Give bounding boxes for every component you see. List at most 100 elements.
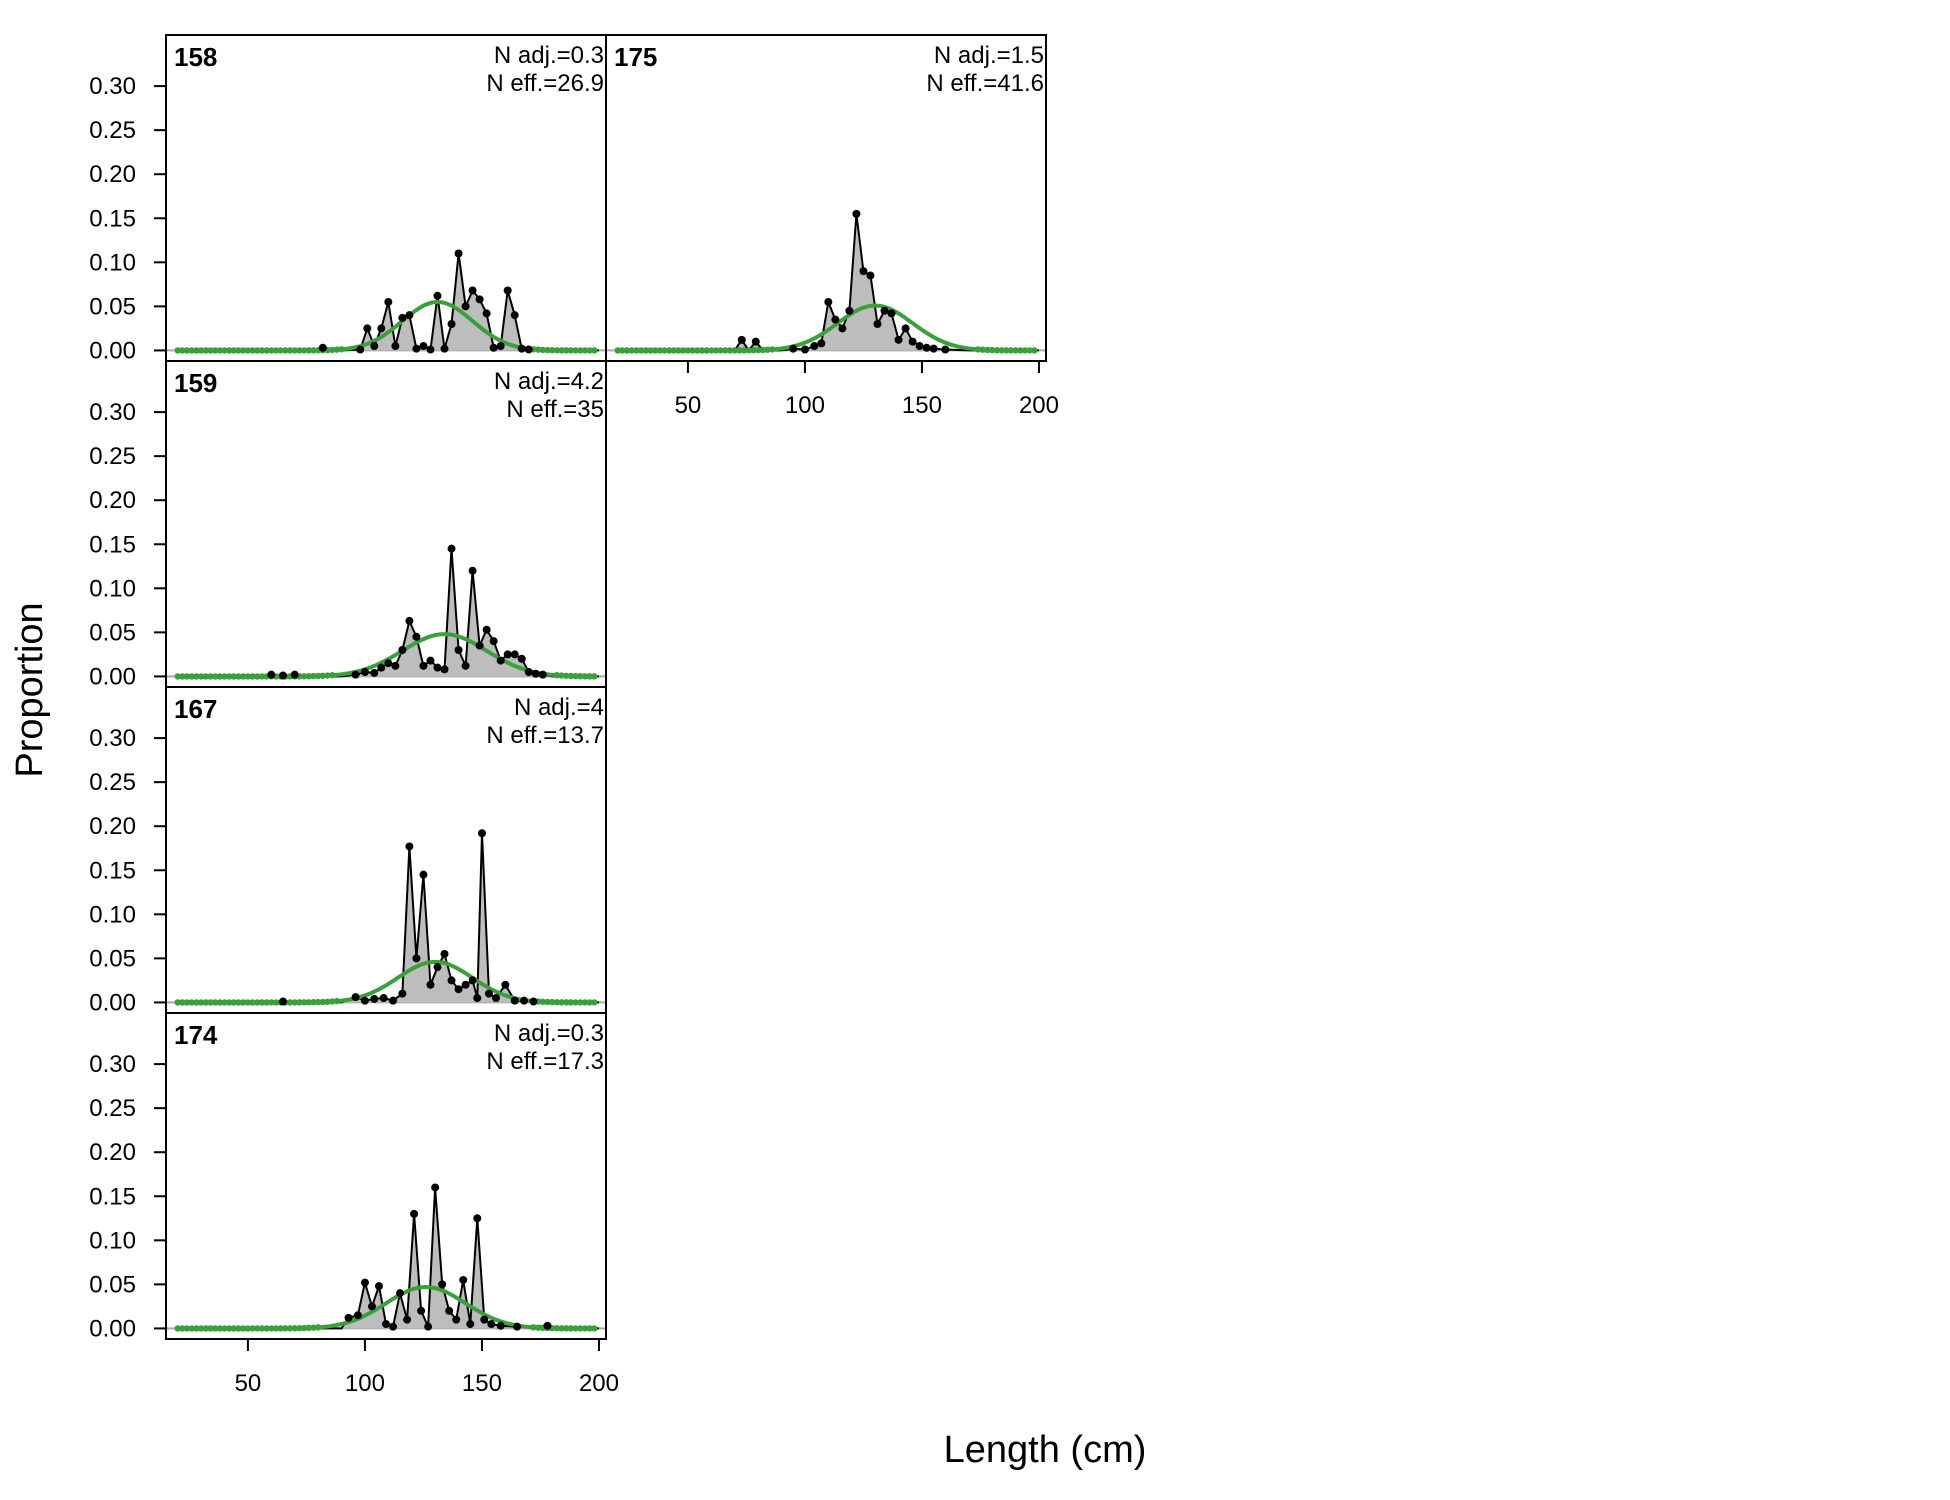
n-adj-label: N adj.=0.3 — [494, 1020, 604, 1047]
observed-point — [543, 1321, 552, 1330]
observed-point — [929, 344, 938, 353]
panel-frame — [165, 1012, 607, 1340]
observed-point — [466, 1320, 475, 1329]
observed-point — [351, 993, 360, 1002]
expected-point — [530, 1324, 537, 1331]
observed-point — [800, 345, 809, 354]
observed-point — [433, 291, 442, 300]
expected-point — [314, 1324, 322, 1331]
observed-point — [873, 319, 882, 328]
expected-point — [211, 999, 219, 1006]
expected-point — [563, 1325, 570, 1332]
panel-167: 0.00 0.05 0.10 0.15 0.20 0.25 0.30 167 N adj.=4N… — [89, 686, 607, 1016]
observed-point — [866, 271, 875, 280]
expected-point — [586, 673, 593, 680]
expected-point — [591, 1325, 598, 1332]
expected-point — [225, 673, 233, 680]
expected-point — [235, 673, 242, 680]
expected-point — [202, 673, 209, 680]
expected-point — [296, 347, 303, 354]
expected-point — [174, 1325, 181, 1332]
n-adj-label: N adj.=0.3 — [494, 42, 604, 69]
expected-point — [258, 347, 266, 354]
expected-point — [277, 347, 284, 354]
expected-point — [221, 673, 228, 680]
observed-point — [922, 343, 931, 352]
observed-point — [379, 994, 388, 1003]
n-eff-label: N eff.=35 — [506, 396, 604, 423]
expected-point — [183, 1325, 191, 1332]
observed-point — [529, 997, 538, 1006]
expected-point — [694, 347, 701, 354]
expected-point — [577, 347, 584, 354]
expected-point — [310, 347, 317, 354]
observed-point — [454, 645, 463, 654]
expected-point — [974, 346, 982, 353]
panel-frame — [605, 34, 1047, 362]
expected-point — [272, 347, 280, 354]
observed-point — [382, 1320, 390, 1329]
expected-point — [328, 672, 336, 679]
expected-point — [244, 999, 252, 1006]
expected-point — [211, 673, 219, 680]
expected-point — [221, 1325, 228, 1332]
observed-area — [177, 1187, 599, 1329]
observed-area — [617, 213, 1039, 351]
expected-point — [544, 346, 551, 354]
expected-point — [558, 999, 565, 1006]
observed-point — [389, 996, 398, 1005]
expected-point — [563, 347, 570, 354]
expected-point — [282, 347, 289, 354]
expected-point — [240, 673, 247, 680]
x-axis-title: Length (cm) — [944, 1429, 1147, 1471]
observed-point — [845, 306, 854, 315]
x-tick-label: 50 — [675, 392, 702, 419]
observed-point — [489, 637, 498, 646]
expected-point — [572, 672, 579, 680]
observed-point — [513, 1322, 522, 1331]
observed-point — [438, 1280, 447, 1289]
expected-point — [300, 999, 308, 1006]
expected-point — [558, 347, 565, 354]
observed-point — [344, 1313, 353, 1322]
panel-id-label: 167 — [174, 694, 217, 724]
observed-point — [440, 949, 449, 958]
panel-158: 0.00 0.05 0.10 0.15 0.20 0.25 0.30 158 N adj.=0.… — [89, 34, 607, 364]
expected-point — [197, 347, 205, 354]
observed-point — [489, 343, 498, 352]
expected-point — [258, 673, 266, 680]
observed-point — [510, 650, 519, 659]
expected-point — [291, 1325, 298, 1332]
x-tick-label: 200 — [1019, 392, 1059, 419]
expected-point — [1003, 347, 1010, 354]
expected-point — [258, 999, 266, 1006]
y-tick-label: 0.25 — [89, 443, 136, 470]
expected-point — [314, 998, 322, 1006]
expected-point — [193, 999, 200, 1006]
observed-point — [452, 1315, 461, 1324]
observed-point — [419, 870, 428, 879]
expected-point — [979, 346, 987, 353]
expected-point — [207, 1325, 214, 1332]
observed-point — [887, 309, 896, 318]
y-tick-label: 0.25 — [89, 117, 136, 144]
observed-point — [370, 342, 379, 351]
expected-point — [319, 998, 327, 1006]
observed-point — [941, 345, 950, 354]
expected-point — [567, 672, 575, 680]
expected-point — [221, 999, 228, 1006]
expected-point — [305, 347, 312, 354]
expected-point — [225, 347, 233, 354]
expected-point — [291, 999, 298, 1006]
expected-point — [338, 346, 345, 353]
expected-point — [988, 346, 996, 354]
observed-point — [377, 663, 386, 672]
expected-point — [708, 347, 715, 354]
y-tick-label: 0.15 — [89, 857, 136, 884]
expected-point — [563, 999, 570, 1006]
observed-point — [410, 1209, 419, 1218]
observed-point — [279, 997, 288, 1006]
expected-point — [534, 1324, 542, 1331]
observed-point — [318, 343, 327, 352]
y-tick-label: 0.15 — [89, 531, 136, 558]
